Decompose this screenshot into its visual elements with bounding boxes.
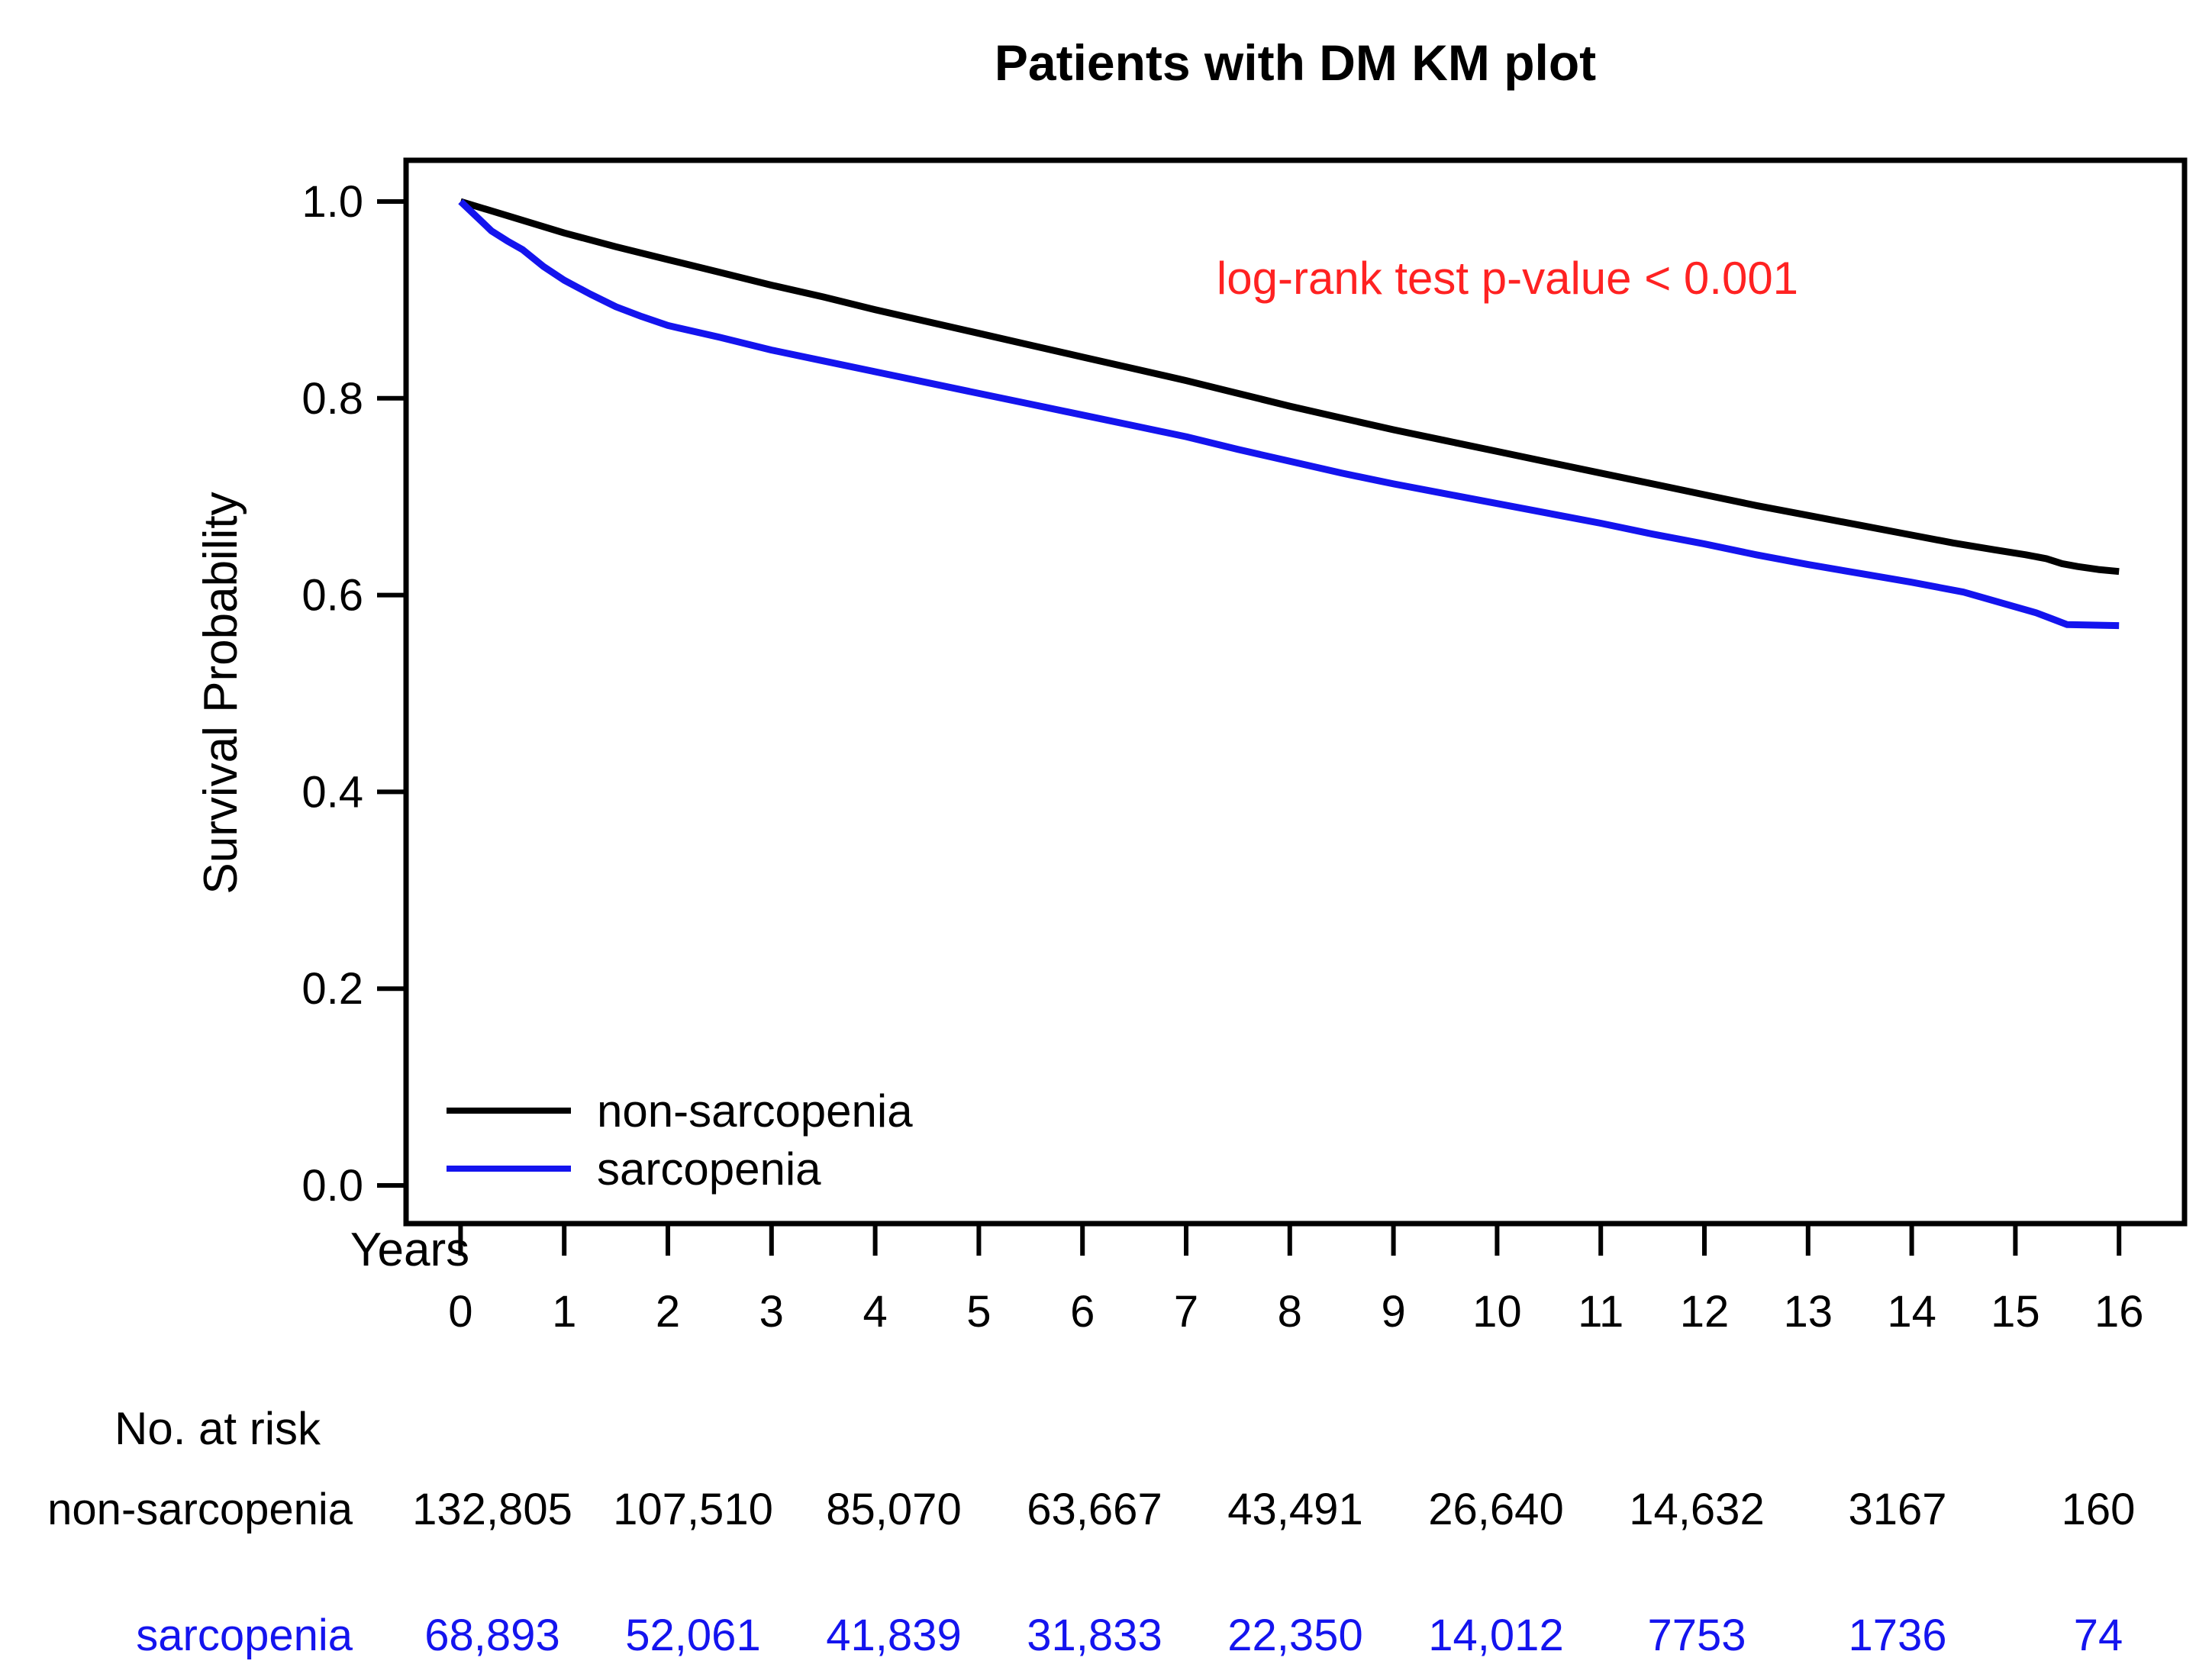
- x-tick-label: 9: [1381, 1287, 1405, 1337]
- risk-value: 132,805: [412, 1485, 572, 1534]
- risk-value: 63,667: [1027, 1485, 1162, 1534]
- x-tick-label: 16: [2094, 1287, 2144, 1337]
- risk-value: 160: [2062, 1485, 2136, 1534]
- risk-value: 85,070: [826, 1485, 961, 1534]
- risk-row-label-sarcopenia: sarcopenia: [136, 1611, 353, 1660]
- y-tick-label: 0.8: [301, 374, 363, 424]
- risk-value: 43,491: [1227, 1485, 1362, 1534]
- x-tick-label: 2: [656, 1287, 680, 1337]
- risk-value: 3167: [1848, 1485, 1946, 1534]
- chart-title: Patients with DM KM plot: [995, 34, 1596, 91]
- risk-table-header: No. at risk: [114, 1403, 321, 1454]
- risk-row-label-non-sarcopenia: non-sarcopenia: [47, 1485, 353, 1534]
- y-tick-label: 0.6: [301, 571, 363, 621]
- x-tick-label: 5: [966, 1287, 991, 1337]
- legend-label-sarcopenia: sarcopenia: [597, 1143, 821, 1195]
- risk-value: 22,350: [1227, 1611, 1362, 1660]
- risk-value: 1736: [1848, 1611, 1946, 1660]
- x-tick-label: 4: [863, 1287, 887, 1337]
- risk-value: 107,510: [613, 1485, 773, 1534]
- x-axis: 0 1 2 3 4 5 6 7 8 9 10 11 12 13 14 15 16: [448, 1224, 2143, 1337]
- risk-value: 31,833: [1027, 1611, 1162, 1660]
- x-tick-label: 0: [448, 1287, 472, 1337]
- legend-label-non-sarcopenia: non-sarcopenia: [597, 1085, 913, 1137]
- x-tick-label: 12: [1680, 1287, 1730, 1337]
- x-axis-label: Years: [350, 1224, 469, 1276]
- risk-value: 68,893: [424, 1611, 559, 1660]
- y-tick-label: 0.2: [301, 964, 363, 1014]
- x-tick-label: 14: [1887, 1287, 1936, 1337]
- legend: non-sarcopenia sarcopenia: [447, 1085, 913, 1195]
- survival-curves: [458, 198, 2120, 630]
- x-tick-label: 10: [1472, 1287, 1522, 1337]
- y-tick-label: 1.0: [301, 177, 363, 227]
- risk-value: 14,012: [1428, 1611, 1563, 1660]
- y-tick-label: 0.4: [301, 767, 363, 817]
- x-tick-label: 8: [1278, 1287, 1302, 1337]
- risk-table: non-sarcopenia 132,805 107,510 85,070 63,667…: [47, 1485, 2135, 1660]
- x-tick-label: 6: [1070, 1287, 1095, 1337]
- risk-value: 74: [2074, 1611, 2123, 1660]
- x-tick-label: 13: [1784, 1287, 1833, 1337]
- log-rank-annotation: log-rank test p-value < 0.001: [1217, 253, 1798, 304]
- risk-value: 14,632: [1629, 1485, 1764, 1534]
- x-tick-label: 15: [1991, 1287, 2040, 1337]
- risk-value: 52,061: [625, 1611, 760, 1660]
- y-tick-label: 0.0: [301, 1161, 363, 1211]
- x-tick-label: 1: [552, 1287, 576, 1337]
- x-tick-label: 11: [1578, 1287, 1624, 1337]
- curve-non-sarcopenia: [459, 198, 2120, 576]
- risk-value: 7753: [1647, 1611, 1746, 1660]
- y-axis: 1.0 0.8 0.6 0.4 0.2 0.0: [301, 177, 406, 1211]
- y-axis-label: Survival Probability: [195, 492, 247, 894]
- x-tick-label: 3: [759, 1287, 784, 1337]
- risk-value: 26,640: [1428, 1485, 1563, 1534]
- curve-sarcopenia: [458, 198, 2120, 630]
- risk-value: 41,839: [826, 1611, 961, 1660]
- plot-area-border: [403, 157, 2188, 1227]
- x-tick-label: 7: [1174, 1287, 1198, 1337]
